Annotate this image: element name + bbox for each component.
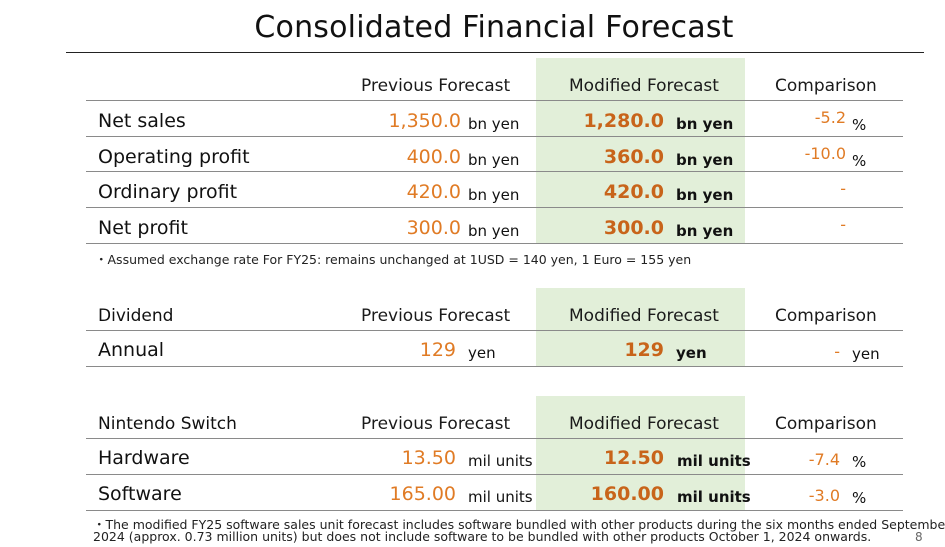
exchange-rate-note: ・Assumed exchange rate For FY25: remains… bbox=[95, 252, 692, 267]
prev-value: 1,350.0 bbox=[388, 110, 461, 132]
page-title: Consolidated Financial Forecast bbox=[254, 10, 734, 45]
modified-column-highlight-dividend bbox=[536, 288, 745, 366]
mod-unit: mil units bbox=[677, 488, 751, 506]
mod-value: 300.0 bbox=[603, 217, 664, 239]
header-comparison: Comparison bbox=[775, 76, 877, 96]
comparison-value: - bbox=[840, 215, 846, 234]
prev-unit: mil units bbox=[468, 452, 533, 470]
header-modified-forecast: Modified Forecast bbox=[569, 306, 719, 326]
mod-value: 160.00 bbox=[590, 483, 664, 505]
mod-unit: bn yen bbox=[676, 222, 734, 240]
prev-unit: bn yen bbox=[468, 115, 520, 133]
mod-value: 12.50 bbox=[603, 447, 664, 469]
header-previous-forecast: Previous Forecast bbox=[361, 76, 511, 96]
prev-value: 165.00 bbox=[389, 483, 456, 505]
comparison-value: -10.0 bbox=[804, 144, 846, 163]
row-divider bbox=[86, 366, 903, 367]
header-comparison: Comparison bbox=[775, 414, 877, 434]
modified-column-highlight-switch bbox=[536, 396, 745, 510]
comparison-unit: % bbox=[852, 116, 867, 134]
row-divider bbox=[86, 207, 903, 208]
prev-unit: bn yen bbox=[468, 151, 520, 169]
comparison-unit: % bbox=[852, 489, 867, 507]
comparison-value: -3.0 bbox=[808, 486, 840, 505]
software-note-line-1: ・The modified FY25 software sales unit f… bbox=[93, 517, 945, 532]
header-previous-forecast: Previous Forecast bbox=[361, 306, 511, 326]
page-number: 8 bbox=[915, 530, 923, 544]
row-divider bbox=[86, 100, 903, 101]
comparison-unit: % bbox=[852, 152, 867, 170]
row-label-net-profit: Net profit bbox=[98, 217, 188, 239]
prev-value: 300.0 bbox=[406, 217, 461, 239]
row-divider bbox=[86, 510, 903, 511]
title-divider bbox=[66, 52, 924, 53]
comparison-unit: % bbox=[852, 453, 867, 471]
prev-unit: bn yen bbox=[468, 222, 520, 240]
row-divider bbox=[86, 438, 903, 439]
row-label-hardware: Hardware bbox=[98, 447, 190, 469]
mod-unit: yen bbox=[676, 344, 707, 362]
header-modified-forecast: Modified Forecast bbox=[569, 414, 719, 434]
prev-value: 13.50 bbox=[401, 447, 456, 469]
row-label-annual: Annual bbox=[98, 339, 165, 361]
row-divider bbox=[86, 330, 903, 331]
section-label-dividend: Dividend bbox=[98, 306, 174, 326]
row-divider bbox=[86, 136, 903, 137]
row-label-operating-profit: Operating profit bbox=[98, 146, 250, 168]
row-divider bbox=[86, 171, 903, 172]
mod-unit: bn yen bbox=[676, 186, 734, 204]
row-label-software: Software bbox=[98, 483, 182, 505]
comparison-unit: yen bbox=[852, 345, 880, 363]
prev-value: 129 bbox=[419, 339, 456, 361]
prev-unit: bn yen bbox=[468, 186, 520, 204]
mod-value: 129 bbox=[624, 339, 664, 361]
row-divider bbox=[86, 474, 903, 475]
comparison-value: - bbox=[840, 179, 846, 198]
mod-unit: mil units bbox=[677, 452, 751, 470]
row-label-ordinary-profit: Ordinary profit bbox=[98, 181, 238, 203]
header-previous-forecast: Previous Forecast bbox=[361, 414, 511, 434]
software-note-line-2: 2024 (approx. 0.73 million units) but do… bbox=[93, 529, 872, 544]
comparison-value: -7.4 bbox=[808, 450, 840, 469]
comparison-value: -5.2 bbox=[814, 108, 846, 127]
mod-value: 1,280.0 bbox=[583, 110, 664, 132]
comparison-value: - bbox=[834, 342, 840, 361]
prev-unit: mil units bbox=[468, 488, 533, 506]
modified-column-highlight-financials bbox=[536, 58, 745, 244]
row-divider bbox=[86, 243, 903, 244]
prev-value: 400.0 bbox=[406, 146, 461, 168]
header-comparison: Comparison bbox=[775, 306, 877, 326]
mod-unit: bn yen bbox=[676, 115, 734, 133]
header-modified-forecast: Modified Forecast bbox=[569, 76, 719, 96]
prev-value: 420.0 bbox=[406, 181, 461, 203]
section-label-nintendo-switch: Nintendo Switch bbox=[98, 414, 237, 434]
mod-unit: bn yen bbox=[676, 151, 734, 169]
mod-value: 420.0 bbox=[603, 181, 664, 203]
prev-unit: yen bbox=[468, 344, 496, 362]
row-label-net-sales: Net sales bbox=[98, 110, 186, 132]
mod-value: 360.0 bbox=[603, 146, 664, 168]
